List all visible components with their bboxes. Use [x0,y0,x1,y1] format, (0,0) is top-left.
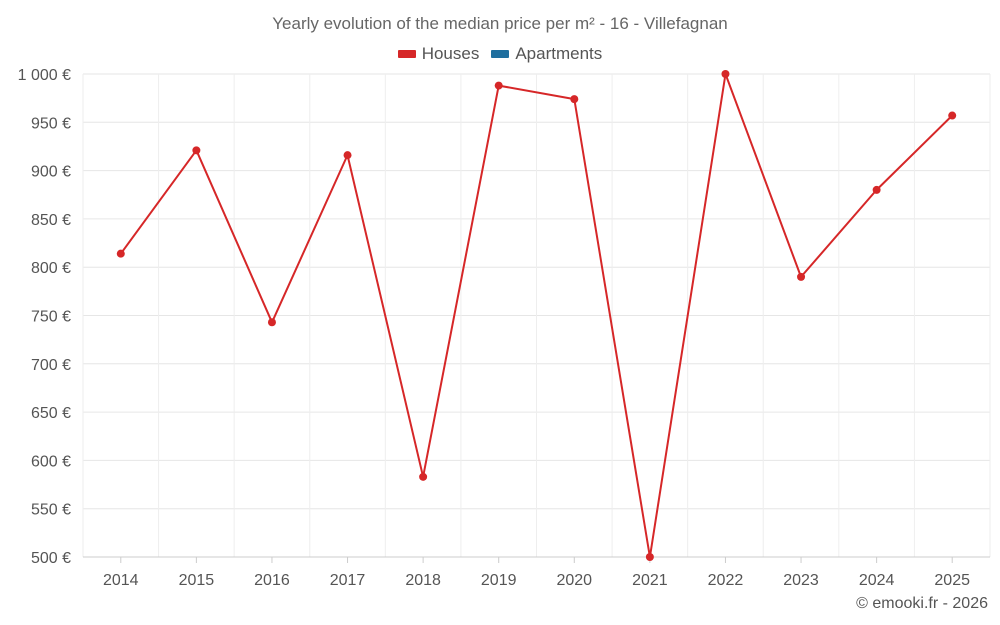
y-tick-label: 900 € [31,164,71,181]
x-tick-label: 2020 [556,572,592,589]
data-point[interactable]: 2020: 974 [570,95,579,104]
y-tick-label: 600 € [31,453,71,470]
x-tick-label: 2025 [934,572,970,589]
grid [82,73,991,558]
data-point[interactable]: 2019: 988 [494,81,503,90]
legend-swatch-houses [397,50,416,58]
series-line-houses [119,73,953,558]
y-tick-label: 550 € [31,502,71,519]
y-tick-label: 850 € [31,212,71,229]
data-point[interactable]: 2023: 790 [797,272,806,281]
x-tick-label: 2022 [708,572,744,589]
data-point[interactable]: 2017: 916 [343,151,352,160]
data-point[interactable]: 2025: 957 [948,111,957,120]
data-point[interactable]: 2021: 500 [645,553,654,561]
y-tick-label: 700 € [31,357,71,374]
legend-label-apartments: Apartments [515,44,603,63]
y-tick-label: 1 000 € [18,67,71,84]
x-tick-label: 2018 [405,572,441,589]
x-tick-label: 2023 [783,572,819,589]
y-tick-label: 750 € [31,309,71,326]
legend: Houses Apartments [0,44,1000,64]
x-tick-label: 2019 [481,572,517,589]
data-point[interactable]: 2018: 583 [419,472,428,481]
legend-item-apartments[interactable]: Apartments [491,44,602,64]
y-tick-label: 950 € [31,115,71,132]
x-tick-label: 2021 [632,572,668,589]
legend-item-houses[interactable]: Houses [397,44,480,64]
y-tick-label: 800 € [31,260,71,277]
x-tick-label: 2015 [179,572,215,589]
x-tick-label: 2014 [103,572,139,589]
data-point[interactable]: 2024: 880 [872,185,881,194]
legend-swatch-apartments [491,50,510,58]
y-tick-label: 650 € [31,405,71,422]
axes: 500 € 550 € 600 € 650 € 700 € 750 € 800 € 850 €… [18,67,990,589]
y-tick-label: 500 € [31,550,71,567]
data-point[interactable]: 2014: 814 [116,249,125,258]
x-tick-label: 2017 [330,572,366,589]
x-tick-label: 2024 [859,572,895,589]
credit-text: © emooki.fr - 2026 [856,595,988,612]
data-point[interactable]: 2015: 921 [192,146,201,155]
x-tick-label: 2016 [254,572,290,589]
chart-title: Yearly evolution of the median price per… [272,14,728,33]
series: 2014: 814 2015: 921 2016: 743 2017: 916 2018… [116,70,957,561]
data-point[interactable]: 2016: 743 [267,318,276,327]
legend-label-houses: Houses [421,44,480,63]
